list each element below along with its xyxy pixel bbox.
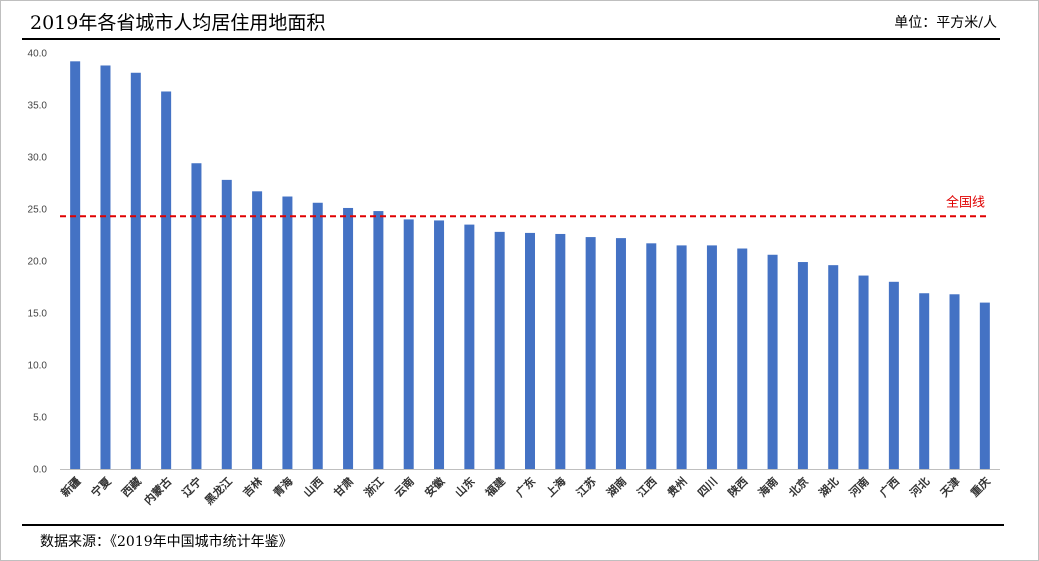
bar [949, 294, 960, 469]
x-tick-label: 四川 [695, 475, 720, 500]
y-tick-label: 30.0 [28, 153, 48, 164]
x-tick-label: 天津 [937, 474, 962, 499]
x-tick-label: 广东 [513, 474, 538, 499]
bar [555, 233, 566, 469]
y-tick-label: 5.0 [33, 413, 47, 424]
bar [585, 237, 596, 469]
x-tick-label: 河北 [907, 474, 932, 499]
bar [100, 65, 111, 469]
x-tick-label: 浙江 [361, 474, 386, 499]
x-tick-label: 西藏 [118, 474, 143, 499]
bar [130, 72, 141, 469]
x-tick-label: 上海 [543, 474, 568, 499]
data-source: 数据来源：《2019年中国城市统计年鉴》 [40, 534, 293, 550]
bar [403, 219, 414, 469]
bar [434, 220, 445, 469]
bar [282, 196, 293, 469]
bar [615, 238, 626, 469]
y-tick-label: 20.0 [28, 257, 48, 268]
bar [525, 232, 535, 469]
bar [191, 163, 202, 470]
bar [373, 211, 384, 469]
x-tick-label: 广西 [877, 474, 902, 499]
reference-line-label: 全国线 [946, 194, 985, 210]
x-tick-label: 宁夏 [88, 474, 114, 500]
bar [767, 254, 778, 469]
y-tick-label: 15.0 [28, 309, 48, 320]
bar [70, 61, 81, 469]
x-tick-label: 海南 [755, 474, 780, 499]
bar [737, 248, 748, 469]
bar [252, 191, 263, 469]
x-tick-label: 河南 [846, 474, 871, 499]
x-tick-label: 辽宁 [179, 474, 204, 499]
bar [979, 302, 990, 469]
x-tick-label: 黑龙江 [202, 474, 235, 507]
bar [312, 202, 323, 469]
x-tick-label: 甘肃 [331, 474, 356, 499]
bar [676, 245, 687, 469]
x-tick-label: 福建 [482, 474, 509, 501]
bar [706, 245, 717, 469]
y-tick-label: 25.0 [28, 205, 48, 216]
x-tick-label: 内蒙古 [141, 474, 174, 507]
x-tick-label: 青海 [270, 474, 295, 499]
x-tick-label: 北京 [786, 474, 811, 499]
bottom-rule [22, 524, 1004, 526]
y-tick-label: 0.0 [33, 465, 47, 476]
x-tick-label: 江西 [634, 474, 659, 499]
x-tick-label: 吉林 [240, 474, 265, 499]
bar [343, 207, 354, 469]
bar [919, 293, 930, 469]
y-tick-label: 40.0 [28, 49, 48, 60]
chart-title: 2019年各省城市人均居住用地面积 [30, 12, 326, 34]
x-tick-label: 云南 [391, 474, 416, 499]
y-tick-label: 10.0 [28, 361, 48, 372]
x-tick-label: 江苏 [573, 474, 598, 499]
bar [646, 243, 657, 469]
bar [888, 281, 899, 469]
top-rule [22, 38, 1000, 40]
bar [858, 275, 869, 469]
x-tick-label: 贵州 [664, 474, 689, 499]
bar [464, 224, 475, 469]
bar [161, 91, 172, 469]
x-tick-label: 山西 [300, 474, 325, 499]
y-tick-label: 35.0 [28, 101, 48, 112]
bar [221, 179, 232, 469]
bar-series [70, 61, 990, 470]
x-tick-label: 新疆 [58, 474, 83, 499]
y-axis: 0.0 5.0 10.0 15.0 20.0 25.0 30.0 35.0 40.0 [28, 49, 48, 476]
x-tick-label: 安徽 [422, 474, 448, 500]
bar [828, 265, 839, 469]
unit-label: 单位：平方米/人 [894, 15, 997, 31]
x-tick-label: 山东 [452, 474, 477, 499]
x-tick-label: 重庆 [968, 474, 993, 499]
x-tick-label: 陕西 [725, 474, 750, 499]
x-tick-label: 湖南 [604, 474, 629, 499]
bar [494, 231, 505, 469]
bar [797, 262, 808, 469]
x-tick-label: 湖北 [816, 474, 841, 499]
